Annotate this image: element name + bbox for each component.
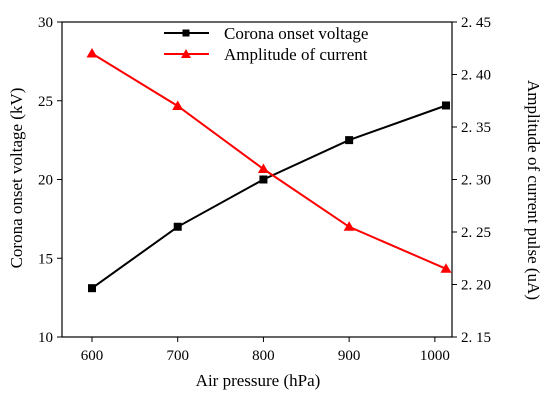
left-y-axis: 10 15 20 25 30	[38, 15, 62, 346]
legend-label-voltage: Corona onset voltage	[224, 24, 368, 43]
legend-label-current: Amplitude of current	[224, 45, 368, 64]
x-tick-label: 600	[81, 348, 104, 364]
legend: Corona onset voltage Amplitude of curren…	[164, 24, 368, 64]
right-y-axis: 2. 15 2. 20 2. 25 2. 30 2. 35 2. 40 2. 45	[452, 15, 491, 346]
legend-item-voltage: Corona onset voltage	[164, 24, 368, 43]
plot-frame	[61, 21, 453, 338]
right-y-tick-label: 2. 35	[461, 120, 491, 136]
data-point-current	[343, 221, 355, 231]
x-tick-label: 700	[166, 348, 189, 364]
data-point-current	[440, 263, 452, 273]
right-y-tick-label: 2. 25	[461, 225, 491, 241]
x-axis: 600 700 800 900 1000	[81, 337, 450, 364]
data-point-voltage	[173, 222, 182, 231]
data-point-current	[86, 48, 98, 58]
right-y-tick-label: 2. 15	[461, 330, 491, 346]
left-y-tick-label: 15	[38, 251, 53, 267]
right-y-tick-label: 2. 40	[461, 68, 491, 84]
legend-marker-voltage	[182, 29, 190, 37]
right-y-tick-label: 2. 30	[461, 173, 491, 189]
data-point-voltage	[259, 175, 268, 184]
left-y-tick-label: 25	[38, 94, 53, 110]
series-line-current	[91, 52, 447, 270]
left-y-tick-label: 10	[38, 330, 53, 346]
x-tick-label: 900	[338, 348, 361, 364]
right-y-tick-label: 2. 20	[461, 278, 491, 294]
series-line-voltage	[91, 104, 447, 290]
left-y-axis-title: Corona onset voltage (kV)	[7, 88, 26, 269]
left-y-tick-label: 30	[38, 15, 53, 31]
data-point-voltage	[88, 284, 96, 293]
legend-marker-current	[181, 49, 191, 58]
data-point-voltage	[442, 101, 450, 110]
x-axis-title: Air pressure (hPa)	[196, 371, 321, 390]
legend-item-current: Amplitude of current	[164, 45, 368, 64]
left-y-tick-label: 20	[38, 173, 53, 189]
series-layer	[86, 48, 452, 293]
right-y-axis-title: Amplitude of current pulse (uA)	[524, 80, 543, 300]
right-y-tick-label: 2. 45	[461, 15, 491, 31]
data-point-current	[257, 163, 269, 173]
x-tick-label: 1000	[420, 348, 450, 364]
data-point-current	[172, 100, 184, 110]
x-tick-label: 800	[252, 348, 275, 364]
data-point-voltage	[345, 136, 354, 145]
